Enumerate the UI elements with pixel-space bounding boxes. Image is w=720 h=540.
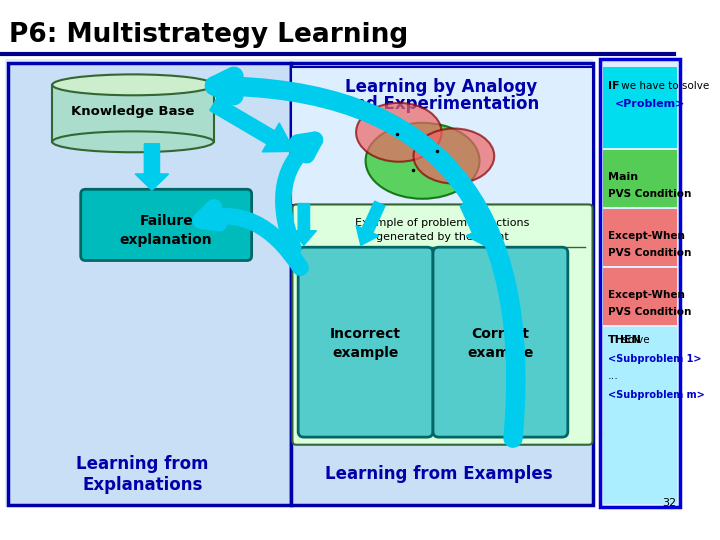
- Text: <Subproblem 1>: <Subproblem 1>: [608, 354, 701, 364]
- Text: IF: IF: [608, 81, 619, 91]
- Text: Incorrect: Incorrect: [330, 327, 401, 341]
- Text: Knowledge Base: Knowledge Base: [71, 105, 194, 118]
- FancyBboxPatch shape: [291, 63, 593, 504]
- Polygon shape: [292, 204, 316, 245]
- Text: Example of problem reductions: Example of problem reductions: [355, 218, 530, 227]
- Text: Learning from
Explanations: Learning from Explanations: [76, 455, 209, 494]
- Text: Except-When: Except-When: [608, 289, 685, 300]
- FancyBboxPatch shape: [433, 247, 568, 437]
- FancyBboxPatch shape: [603, 268, 677, 325]
- FancyBboxPatch shape: [600, 59, 680, 508]
- FancyBboxPatch shape: [603, 150, 677, 207]
- Text: solve: solve: [619, 335, 649, 345]
- Ellipse shape: [53, 131, 214, 152]
- Text: Correct: Correct: [472, 327, 529, 341]
- FancyBboxPatch shape: [8, 63, 291, 504]
- Text: 32: 32: [662, 498, 677, 508]
- Polygon shape: [135, 144, 168, 190]
- Ellipse shape: [413, 129, 494, 184]
- Ellipse shape: [53, 75, 214, 95]
- Polygon shape: [460, 201, 489, 245]
- Text: PVS Condition: PVS Condition: [608, 307, 691, 317]
- Ellipse shape: [366, 123, 480, 199]
- Text: THEN: THEN: [608, 335, 642, 345]
- FancyBboxPatch shape: [603, 209, 677, 266]
- Text: generated by the agent: generated by the agent: [376, 232, 509, 242]
- Text: example: example: [333, 346, 399, 360]
- FancyBboxPatch shape: [603, 327, 677, 504]
- Text: example: example: [467, 346, 534, 360]
- Text: <Problem>: <Problem>: [616, 99, 685, 109]
- Text: and Experimentation: and Experimentation: [343, 95, 540, 113]
- FancyBboxPatch shape: [291, 67, 593, 205]
- FancyBboxPatch shape: [292, 205, 593, 445]
- FancyBboxPatch shape: [298, 247, 433, 437]
- FancyBboxPatch shape: [81, 190, 251, 260]
- FancyBboxPatch shape: [600, 59, 679, 508]
- Text: PVS Condition: PVS Condition: [608, 189, 691, 199]
- Text: we have to solve: we have to solve: [618, 81, 709, 91]
- Text: ...: ...: [608, 372, 618, 381]
- FancyBboxPatch shape: [603, 67, 677, 148]
- Text: <Subproblem m>: <Subproblem m>: [608, 390, 704, 400]
- Text: PVS Condition: PVS Condition: [608, 248, 691, 258]
- Text: Except-When: Except-When: [608, 231, 685, 241]
- Text: Failure: Failure: [139, 214, 193, 228]
- Bar: [53, 85, 214, 142]
- Polygon shape: [210, 97, 294, 152]
- FancyBboxPatch shape: [5, 59, 593, 508]
- Polygon shape: [356, 201, 385, 245]
- Text: Main: Main: [608, 172, 638, 182]
- Text: P6: Multistrategy Learning: P6: Multistrategy Learning: [9, 22, 409, 48]
- Text: Learning by Analogy: Learning by Analogy: [346, 78, 538, 96]
- Text: explanation: explanation: [120, 233, 212, 247]
- Text: Learning from Examples: Learning from Examples: [325, 465, 552, 483]
- Ellipse shape: [356, 103, 441, 162]
